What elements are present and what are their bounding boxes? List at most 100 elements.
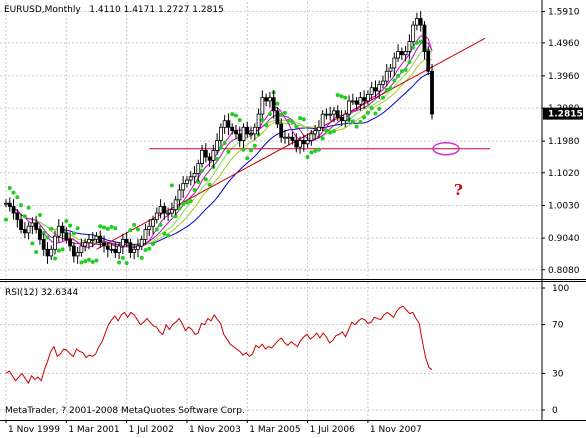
sar-dot [328,130,333,135]
candle-body [418,18,423,26]
sar-dot [124,261,129,266]
sar-dot [45,235,50,240]
sar-dot [226,149,231,154]
candle-body [407,41,412,52]
candle-body [384,70,389,82]
time-tick-label: 1 Jul 2006 [310,425,355,434]
candle-body [45,248,50,257]
rsi-series [5,305,433,385]
candle-body [38,229,42,240]
rsi-axis-labels: 100 70 30 0 [542,284,569,416]
candle-body [234,130,238,135]
candle-body [188,176,193,181]
candles [4,11,434,264]
sar-dot [350,119,355,124]
candle-body [430,70,434,115]
sar-dot [260,118,265,123]
candle-body [147,225,152,230]
candle-body [136,245,140,250]
sar-dot [245,156,250,161]
time-tick-label: 1 Mar 2001 [68,425,119,434]
sar-dot [15,195,20,200]
candle-body [196,163,201,174]
candle-body [71,245,76,257]
question-mark-annotation: ? [454,181,463,199]
candle-body [211,149,216,161]
sar-dot [41,230,46,235]
sar-dot [203,177,208,182]
time-tick-label: 1 Jul 2002 [129,425,174,434]
candle-body [301,140,306,145]
sar-dot [365,110,370,115]
candle-body [328,113,333,116]
sar-dot [83,259,88,264]
sar-dot [331,129,336,134]
candle-body [332,110,336,115]
candle-body [158,206,163,214]
sar-dot [215,156,220,161]
sar-dot [411,45,416,50]
sar-dot [358,120,363,125]
candle-body [177,189,182,201]
sar-dot [90,259,95,264]
sar-dot [252,143,257,148]
sar-dot [396,73,401,78]
price-tick-label: 1.5910 [548,8,580,18]
candle-body [411,24,416,42]
sar-dot [181,201,186,206]
candle-body [154,212,159,221]
sar-dot [184,200,189,205]
candle-body [173,199,178,211]
sar-dot [22,214,27,219]
sar-dot [56,248,61,253]
sar-dot [113,226,118,231]
sar-dot [316,147,321,152]
candle-body [249,133,253,136]
time-tick-label: 1 Mar 2005 [249,425,300,434]
chart-header: EURUSD,Monthly 1.4110 1.4171 1.2727 1.28… [4,5,224,15]
price-tick-label: 1.0030 [548,201,580,211]
sar-dot [301,117,306,122]
sar-dot [407,60,412,65]
last-price-tag: 1.2815 [543,107,583,120]
sar-dot [339,94,344,99]
time-tick-label: 1 Nov 2007 [370,425,422,434]
sar-dot [147,246,152,251]
sar-dot [102,225,107,230]
sar-dot [192,187,197,192]
rsi-tick-label: 0 [552,406,558,416]
candle-body [320,113,325,128]
sar-dot [294,124,299,129]
sar-dot [369,106,374,111]
trendline [96,37,486,250]
price-tick-label: 1.4960 [548,39,580,49]
sar-dot [109,224,114,229]
sar-dot [169,183,174,188]
sar-dot [267,112,272,117]
sar-dot [298,116,303,121]
candle-body [120,239,125,247]
candle-body [403,51,408,56]
sar-dot [343,95,348,100]
candle-body [105,245,110,250]
sar-dot [305,154,310,159]
time-tick-label: 1 Nov 2003 [189,425,241,434]
candle-body [22,229,27,234]
sar-dot [105,226,110,231]
sar-dot [120,255,125,260]
candle-body [256,113,261,128]
sar-dot [37,213,42,218]
sar-dot [196,180,201,185]
candle-body [271,97,276,112]
candle-body [151,219,155,227]
candle-body [230,126,235,132]
time-tick-label: 1 Nov 1999 [8,425,60,434]
sar-dot [139,255,144,260]
candle-body [275,110,280,125]
sar-dot [4,217,8,222]
sar-dot [128,228,133,233]
sar-dot [218,145,223,150]
